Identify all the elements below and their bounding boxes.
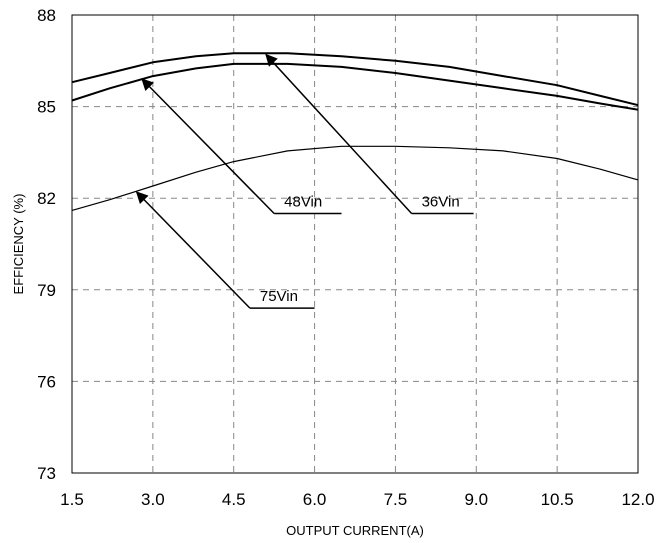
- annotation-arrow-75vin: [135, 191, 251, 309]
- x-tick-label-3: 6.0: [303, 490, 327, 509]
- y-tick-label-1: 76: [37, 372, 56, 391]
- x-tick-labels: 1.5 3.0 4.5 6.0 7.5 9.0 10.5 12.0: [60, 490, 654, 509]
- y-tick-labels: 73 76 79 82 85 88: [37, 6, 56, 483]
- y-tick-label-3: 82: [37, 189, 56, 208]
- x-tick-label-4: 7.5: [384, 490, 408, 509]
- x-tick-label-6: 10.5: [541, 490, 574, 509]
- x-tick-label-5: 9.0: [464, 490, 488, 509]
- plot-frame: [71, 14, 639, 474]
- annotation-36vin: 36Vin: [265, 53, 474, 215]
- x-tick-label-0: 1.5: [60, 490, 84, 509]
- annotation-48vin: 48Vin: [141, 78, 342, 215]
- annotation-arrow-48vin: [141, 78, 275, 214]
- y-tick-label-5: 88: [37, 6, 56, 25]
- x-tick-label-7: 12.0: [621, 490, 654, 509]
- x-tick-label-1: 3.0: [141, 490, 165, 509]
- y-tick-label-4: 85: [37, 98, 56, 117]
- series-line-36vin: [71, 52, 639, 107]
- plot-series: [71, 52, 639, 211]
- annotation-label-75vin: 75Vin: [260, 288, 298, 305]
- x-axis-title: OUTPUT CURRENT(A): [286, 523, 424, 538]
- series-line-48vin: [71, 62, 639, 111]
- x-tick-label-2: 4.5: [222, 490, 246, 509]
- annotation-75vin: 75Vin: [135, 191, 315, 309]
- annotation-label-48vin: 48Vin: [284, 193, 322, 210]
- annotation-arrow-36vin: [265, 53, 413, 214]
- y-axis-title: EFFICIENCY (%): [11, 194, 26, 295]
- y-tick-label-0: 73: [37, 464, 56, 483]
- annotation-label-36vin: 36Vin: [422, 193, 460, 210]
- y-tick-label-2: 79: [37, 281, 56, 300]
- annotations: 36Vin 48Vin 75Vin: [135, 53, 474, 309]
- series-line-75vin: [71, 145, 639, 211]
